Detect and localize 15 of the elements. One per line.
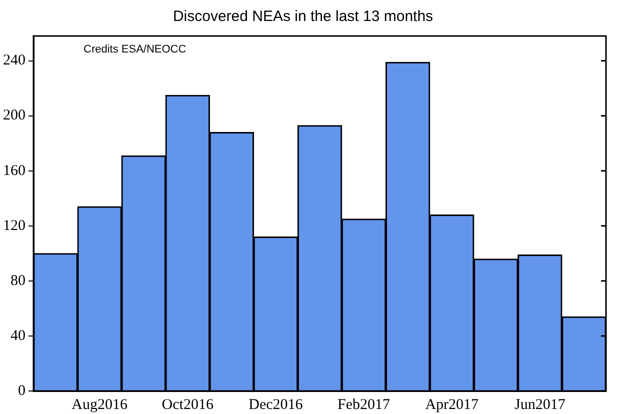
y-tick-label: 40 [10, 328, 26, 344]
x-tick-label: Feb2017 [338, 396, 391, 413]
x-tick-label: Aug2016 [72, 396, 128, 413]
x-tick-label: Jun2017 [514, 396, 566, 413]
y-tick-label: 120 [3, 218, 26, 234]
y-tick-label: 200 [3, 108, 26, 124]
y-tick-label: 160 [3, 162, 26, 179]
x-tick-label: Dec2016 [248, 396, 304, 413]
annotation: Credits ESA/NEOCC [84, 44, 186, 56]
y-tick-label: 0 [18, 382, 26, 399]
y-tick-label: 80 [10, 272, 26, 289]
x-tick-label: Oct2016 [162, 396, 214, 413]
x-tick-label: Apr2017 [425, 396, 480, 413]
chart-title: Discovered NEAs in the last 13 months [172, 8, 434, 26]
y-tick-label: 240 [3, 52, 26, 69]
